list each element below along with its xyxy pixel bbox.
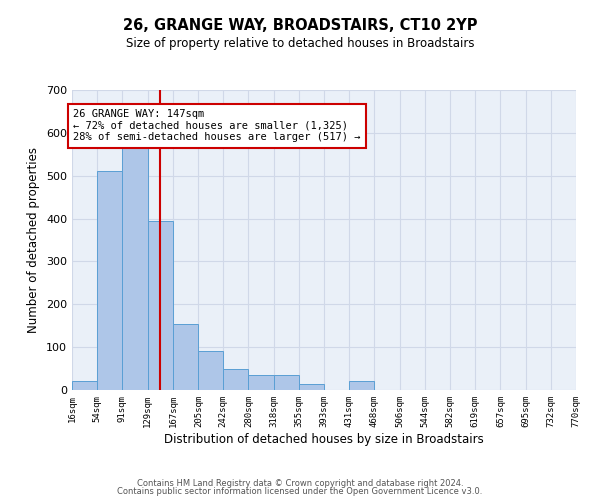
Text: Contains public sector information licensed under the Open Government Licence v3: Contains public sector information licen… <box>118 487 482 496</box>
Text: Contains HM Land Registry data © Crown copyright and database right 2024.: Contains HM Land Registry data © Crown c… <box>137 478 463 488</box>
Bar <box>299 384 324 390</box>
Bar <box>97 172 122 390</box>
Bar <box>248 375 274 390</box>
Text: 26, GRANGE WAY, BROADSTAIRS, CT10 2YP: 26, GRANGE WAY, BROADSTAIRS, CT10 2YP <box>123 18 477 32</box>
Text: 26 GRANGE WAY: 147sqm
← 72% of detached houses are smaller (1,325)
28% of semi-d: 26 GRANGE WAY: 147sqm ← 72% of detached … <box>73 110 361 142</box>
Bar <box>199 352 223 390</box>
Bar <box>349 382 374 390</box>
Bar <box>173 324 199 390</box>
Text: Size of property relative to detached houses in Broadstairs: Size of property relative to detached ho… <box>126 38 474 51</box>
Bar <box>122 137 148 390</box>
X-axis label: Distribution of detached houses by size in Broadstairs: Distribution of detached houses by size … <box>164 432 484 446</box>
Bar <box>223 368 248 390</box>
Bar <box>72 382 97 390</box>
Bar <box>274 375 299 390</box>
Y-axis label: Number of detached properties: Number of detached properties <box>28 147 40 333</box>
Bar <box>148 220 173 390</box>
